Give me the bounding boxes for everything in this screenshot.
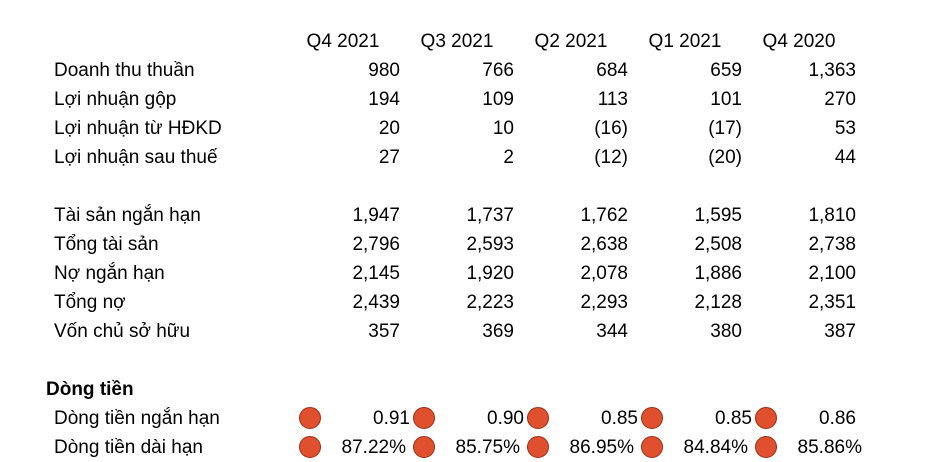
cell-value: 369 [482, 321, 514, 342]
status-indicator-icon [641, 407, 663, 429]
period-header: Q2 2021 [534, 31, 608, 52]
cell-value: 980 [368, 60, 400, 81]
row-label: Dòng tiền dài hạn [54, 437, 203, 458]
cell-value: 10 [492, 118, 514, 139]
cell-value: 380 [710, 321, 742, 342]
cell-value: 2,128 [694, 292, 742, 313]
row-label: Tổng nợ [54, 292, 126, 313]
section-title-cashflow: Dòng tiền [46, 379, 134, 400]
cell-value: 53 [834, 118, 856, 139]
cell-value: 357 [368, 321, 400, 342]
cell-value: 1,737 [466, 205, 514, 226]
cell-value: 85.86% [797, 437, 862, 458]
status-indicator-icon [641, 436, 663, 458]
cell-value: 0.91 [373, 408, 410, 429]
cell-value: 387 [824, 321, 856, 342]
status-indicator-icon [755, 436, 777, 458]
status-indicator-icon [527, 436, 549, 458]
cell-value: 101 [710, 89, 742, 110]
cell-value: 344 [596, 321, 628, 342]
cell-value: 2,439 [352, 292, 400, 313]
cell-value: 87.22% [341, 437, 406, 458]
cell-value: 85.75% [455, 437, 520, 458]
cell-value: 86.95% [569, 437, 634, 458]
cell-value: 270 [824, 89, 856, 110]
cell-value: 2,738 [808, 234, 856, 255]
cell-value: 2,293 [580, 292, 628, 313]
cell-value: 194 [368, 89, 400, 110]
cell-value: 1,920 [466, 263, 514, 284]
cell-value: (12) [594, 147, 628, 168]
cell-value: 1,886 [694, 263, 742, 284]
row-label: Vốn chủ sở hữu [54, 321, 191, 342]
cell-value: 1,810 [808, 205, 856, 226]
cell-value: 1,947 [352, 205, 400, 226]
cell-value: 1,595 [694, 205, 742, 226]
status-indicator-icon [527, 407, 549, 429]
cell-value: 2,145 [352, 263, 400, 284]
status-indicator-icon [413, 407, 435, 429]
row-label: Lợi nhuận từ HĐKD [54, 118, 222, 139]
row-label: Nợ ngắn hạn [54, 263, 165, 284]
cell-value: 684 [596, 60, 628, 81]
cell-value: 109 [482, 89, 514, 110]
row-label: Lợi nhuận gộp [54, 89, 177, 110]
status-indicator-icon [299, 436, 321, 458]
cell-value: 84.84% [683, 437, 748, 458]
cell-value: 113 [597, 89, 628, 110]
cell-value: 766 [482, 60, 514, 81]
row-label: Doanh thu thuần [54, 60, 195, 81]
cell-value: 2,078 [580, 263, 628, 284]
period-header: Q3 2021 [420, 31, 494, 52]
period-header: Q4 2020 [762, 31, 836, 52]
cell-value: 2 [503, 147, 514, 168]
row-label: Dòng tiền ngắn hạn [54, 408, 220, 429]
cell-value: 0.85 [715, 408, 752, 429]
cell-value: 1,762 [580, 205, 628, 226]
cell-value: 2,100 [808, 263, 856, 284]
status-indicator-icon [299, 407, 321, 429]
status-indicator-icon [755, 407, 777, 429]
row-label: Tổng tài sản [54, 234, 159, 255]
period-header: Q1 2021 [648, 31, 722, 52]
cell-value: 2,796 [352, 234, 400, 255]
cell-value: (17) [708, 118, 742, 139]
cell-value: 2,638 [580, 234, 628, 255]
cell-value: 0.85 [601, 408, 638, 429]
cell-value: (16) [594, 118, 628, 139]
cell-value: 2,351 [808, 292, 856, 313]
period-header: Q4 2021 [306, 31, 380, 52]
cell-value: 2,223 [466, 292, 514, 313]
cell-value: 20 [378, 118, 400, 139]
cell-value: 1,363 [808, 60, 856, 81]
cell-value: (20) [708, 147, 742, 168]
row-label: Lợi nhuận sau thuế [54, 147, 218, 168]
cell-value: 0.90 [487, 408, 524, 429]
cell-value: 44 [834, 147, 856, 168]
cell-value: 2,593 [466, 234, 514, 255]
cell-value: 2,508 [694, 234, 742, 255]
cell-value: 0.86 [819, 408, 856, 429]
row-label: Tài sản ngắn hạn [54, 205, 201, 226]
cell-value: 27 [378, 147, 400, 168]
status-indicator-icon [413, 436, 435, 458]
cell-value: 659 [710, 60, 742, 81]
